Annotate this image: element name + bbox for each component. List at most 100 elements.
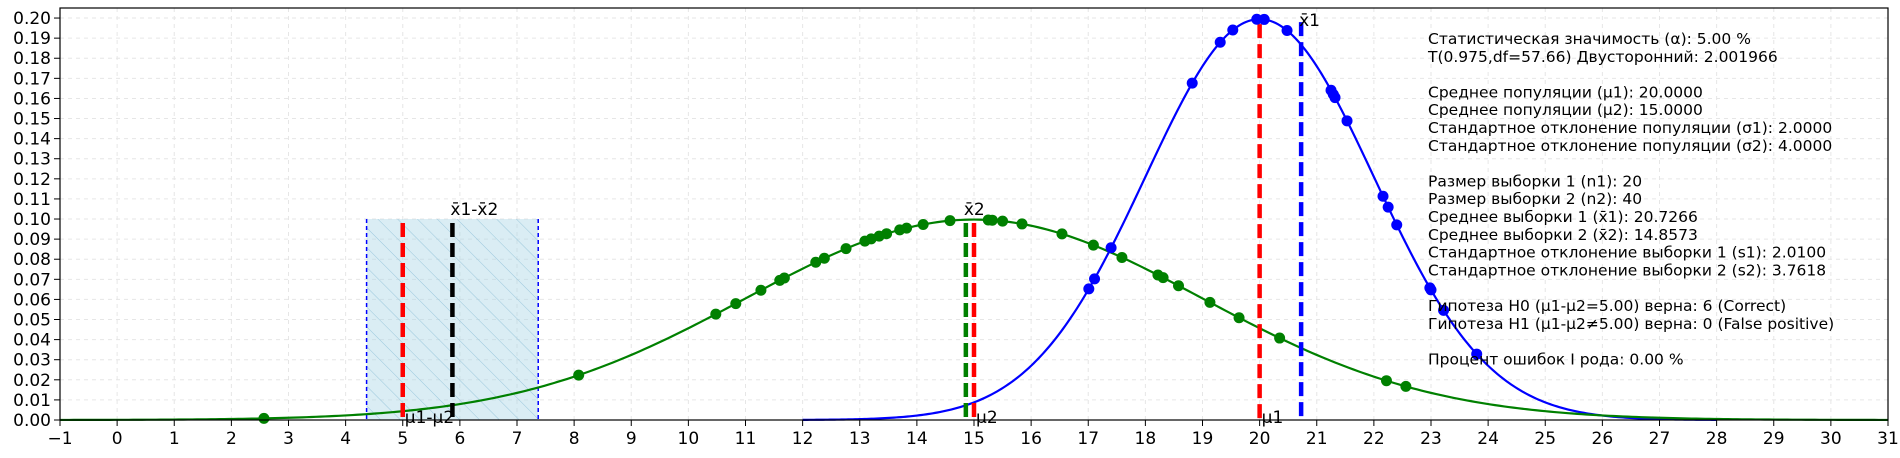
sample-point-1 [1471,348,1483,360]
y-tick-label: 0.06 [13,290,51,310]
sample-point-2 [1087,239,1099,251]
sample-point-2 [1016,218,1028,230]
density-curve-2 [60,218,1888,422]
x-tick-label: 26 [1592,429,1614,449]
y-tick-label: 0.01 [13,391,51,411]
x-tick-label: 21 [1306,429,1328,449]
x-tick-label: 30 [1820,429,1842,449]
info-line-0: Статистическая значимость (α): 5.00 % [1428,30,1751,48]
sample-point-2 [1173,280,1185,292]
x-tick-label: 11 [735,429,757,449]
y-tick-label: 0.10 [13,210,51,230]
sample-point-1 [1083,283,1095,295]
sample-point-1 [1227,24,1239,36]
sample-point-2 [1157,272,1169,284]
info-line-12: Стандартное отклонение выборки 1 (s1): 2… [1428,244,1826,262]
y-tick-label: 0.07 [13,270,51,290]
sample-point-1 [1089,273,1101,285]
x-tick-label: 0 [112,429,123,449]
sample-point-2 [730,298,742,310]
sample-point-2 [573,369,585,381]
info-line-1: T(0.975,df=57.66) Двусторонний: 2.001966 [1427,48,1778,66]
info-line-11: Среднее выборки 2 (x̄2): 14.8573 [1428,226,1698,244]
x-tick-label: 10 [678,429,700,449]
info-line-10: Среднее выборки 1 (x̄1): 20.7266 [1428,208,1698,226]
y-tick-label: 0.03 [13,351,51,371]
vline-label-4: μ1-μ2 [405,408,454,428]
y-tick-label: 0.12 [13,170,51,190]
x-tick-label: 7 [512,429,523,449]
sample-point-2 [755,284,767,296]
vline-label-2: μ2 [976,408,998,428]
y-tick-label: 0.00 [13,411,51,431]
sample-point-1 [1329,92,1341,104]
info-line-3: Среднее популяции (μ1): 20.0000 [1428,83,1703,101]
y-tick-label: 0.20 [13,9,51,29]
x-tick-label: 25 [1534,429,1556,449]
sample-point-2 [1400,380,1412,392]
x-tick-label: 2 [226,429,237,449]
info-line-13: Стандартное отклонение выборки 2 (s2): 3… [1428,261,1826,279]
info-line-9: Размер выборки 2 (n2): 40 [1428,190,1642,208]
vline-label-1: x̄1 [1299,11,1320,31]
y-tick-label: 0.11 [13,190,51,210]
x-tick-label: 23 [1420,429,1442,449]
x-tick-label: 9 [626,429,637,449]
y-tick-label: 0.05 [13,311,51,331]
sample-point-2 [944,215,956,227]
sample-point-2 [840,243,852,255]
y-tick-label: 0.09 [13,230,51,250]
sample-point-1 [1377,190,1389,202]
sample-point-2 [986,214,998,226]
axes: −1 0 1 2 3 4 5 6 7 8 9 10 11 12 13 14 15 16 17 18 19 20 21 22 23… [13,7,1899,449]
x-tick-label: 5 [397,429,408,449]
sample-point-2 [1204,296,1216,308]
sample-point-2 [917,218,929,230]
x-tick-label: 17 [1077,429,1099,449]
sample-point-1 [1258,13,1270,25]
x-tick-label: 14 [906,429,928,449]
x-tick-label: 19 [1192,429,1214,449]
sample-point-1 [1105,242,1117,254]
x-tick-label: 24 [1477,429,1499,449]
x-tick-label: 12 [792,429,814,449]
x-tick-label: 6 [454,429,465,449]
vline-label-0: μ1 [1262,408,1284,428]
y-tick-label: 0.13 [13,150,51,170]
info-annotations: Статистическая значимость (α): 5.00 %T(0… [1427,30,1834,368]
y-tick-label: 0.02 [13,371,51,391]
y-tick-label: 0.15 [13,110,51,130]
y-tick-label: 0.04 [13,331,51,351]
y-tick-label: 0.19 [13,29,51,49]
sample-point-2 [1380,375,1392,387]
x-tick-label: 8 [569,429,580,449]
y-tick-label: 0.17 [13,69,51,89]
x-tick-label: 18 [1135,429,1157,449]
line-labels: μ1 x̄1 μ2 x̄2 μ1-μ2 x̄1-x̄2 [405,11,1320,428]
info-line-6: Стандартное отклонение популяции (σ2): 4… [1428,137,1832,155]
sample-point-1 [1425,284,1437,296]
sample-point-2 [778,272,790,284]
sample-point-1 [1281,24,1293,36]
x-tick-label: 4 [340,429,351,449]
sample-point-2 [1116,251,1128,263]
y-tick-label: 0.18 [13,49,51,69]
x-tick-label: 3 [283,429,294,449]
info-line-16: Гипотеза H1 (μ1-μ2≠5.00) верна: 0 (False… [1428,315,1834,333]
sample-point-1 [1341,115,1353,127]
x-tick-label: 22 [1363,429,1385,449]
info-line-4: Среднее популяции (μ2): 15.0000 [1428,101,1703,119]
x-tick-label: 20 [1249,429,1271,449]
x-tick-label: 29 [1763,429,1785,449]
info-line-18: Процент ошибок I рода: 0.00 % [1428,350,1684,368]
sample-point-2 [810,256,822,268]
y-tick-label: 0.16 [13,89,51,109]
x-tick-label: 27 [1649,429,1671,449]
y-tick-label: 0.08 [13,250,51,270]
info-line-15: Гипотеза H0 (μ1-μ2=5.00) верна: 6 (Corre… [1428,297,1786,315]
x-tick-label: −1 [47,429,72,449]
info-line-8: Размер выборки 1 (n1): 20 [1428,172,1642,190]
sample-point-1 [1391,219,1403,231]
sample-point-1 [1382,201,1394,213]
